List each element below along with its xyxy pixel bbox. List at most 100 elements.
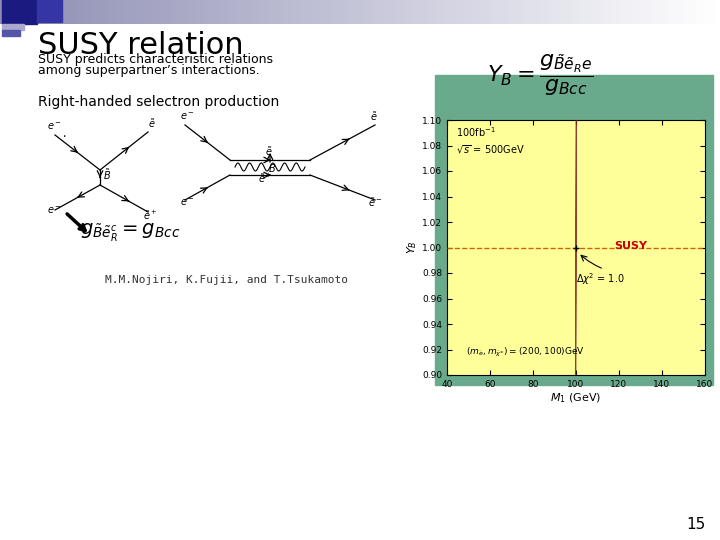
Bar	[482, 0, 484, 24]
Bar	[310, 0, 313, 24]
Bar	[530, 0, 532, 24]
Bar	[564, 0, 566, 24]
Bar	[31, 0, 34, 24]
Bar	[457, 0, 460, 24]
Bar	[573, 0, 575, 24]
Bar	[7, 0, 9, 24]
Bar	[306, 0, 308, 24]
Bar	[351, 0, 354, 24]
Bar	[284, 0, 287, 24]
Bar	[557, 0, 559, 24]
Bar	[643, 0, 645, 24]
Bar	[14, 0, 17, 24]
Bar	[462, 0, 464, 24]
Bar	[701, 0, 703, 24]
Bar	[174, 0, 176, 24]
Bar	[568, 0, 571, 24]
Bar	[354, 0, 356, 24]
Bar	[116, 0, 118, 24]
Bar	[361, 0, 364, 24]
Bar	[2, 0, 37, 24]
Bar	[641, 0, 643, 24]
Bar	[405, 0, 407, 24]
Bar	[537, 0, 539, 24]
Text: SUSY predicts characteristic relations: SUSY predicts characteristic relations	[38, 53, 273, 66]
Bar	[135, 0, 138, 24]
Bar	[525, 0, 527, 24]
Bar	[36, 0, 39, 24]
Bar	[498, 0, 501, 24]
Bar	[22, 0, 24, 24]
Bar	[424, 0, 426, 24]
Text: M.M.Nojiri, K.Fujii, and T.Tsukamoto: M.M.Nojiri, K.Fujii, and T.Tsukamoto	[105, 275, 348, 285]
Bar	[575, 0, 578, 24]
Bar	[17, 0, 19, 24]
Bar	[2, 24, 24, 30]
Bar	[48, 0, 50, 24]
Bar	[178, 0, 181, 24]
Bar	[600, 0, 602, 24]
Bar	[58, 0, 60, 24]
Bar	[392, 0, 395, 24]
Bar	[145, 0, 147, 24]
Bar	[400, 0, 402, 24]
Bar	[70, 0, 72, 24]
Bar	[414, 0, 417, 24]
Bar	[260, 0, 263, 24]
Bar	[359, 0, 361, 24]
Bar	[554, 0, 557, 24]
Bar	[662, 0, 665, 24]
Bar	[614, 0, 616, 24]
Bar	[443, 0, 446, 24]
Bar	[469, 0, 472, 24]
Bar	[55, 0, 58, 24]
Bar	[438, 0, 441, 24]
Text: among superpartner’s interactions.: among superpartner’s interactions.	[38, 64, 260, 77]
Bar	[193, 0, 195, 24]
Bar	[527, 0, 530, 24]
Bar	[366, 0, 369, 24]
Bar	[109, 0, 111, 24]
Bar	[648, 0, 650, 24]
Bar	[149, 0, 152, 24]
Bar	[89, 0, 91, 24]
Bar	[325, 0, 328, 24]
Bar	[202, 0, 204, 24]
Bar	[679, 0, 681, 24]
Text: $e^-$: $e^-$	[47, 121, 62, 132]
Bar	[453, 0, 455, 24]
Bar	[190, 0, 193, 24]
Bar	[421, 0, 424, 24]
Bar	[181, 0, 183, 24]
Bar	[274, 0, 277, 24]
Y-axis label: $Y_B$: $Y_B$	[405, 241, 419, 254]
Bar	[611, 0, 614, 24]
Bar	[455, 0, 457, 24]
Bar	[510, 0, 513, 24]
Bar	[501, 0, 503, 24]
Bar	[265, 0, 267, 24]
Bar	[708, 0, 711, 24]
Bar	[118, 0, 120, 24]
Bar	[674, 0, 677, 24]
Bar	[580, 0, 582, 24]
Bar	[215, 0, 217, 24]
Bar	[383, 0, 385, 24]
Bar	[251, 0, 253, 24]
Bar	[243, 0, 246, 24]
Bar	[435, 75, 713, 385]
Bar	[428, 0, 431, 24]
Bar	[212, 0, 215, 24]
Bar	[686, 0, 689, 24]
Bar	[156, 0, 159, 24]
Bar	[318, 0, 320, 24]
Bar	[296, 0, 299, 24]
Bar	[546, 0, 549, 24]
Bar	[706, 0, 708, 24]
Bar	[292, 0, 294, 24]
Bar	[46, 0, 48, 24]
Bar	[256, 0, 258, 24]
Bar	[491, 0, 494, 24]
Bar	[130, 0, 132, 24]
Bar	[91, 0, 94, 24]
